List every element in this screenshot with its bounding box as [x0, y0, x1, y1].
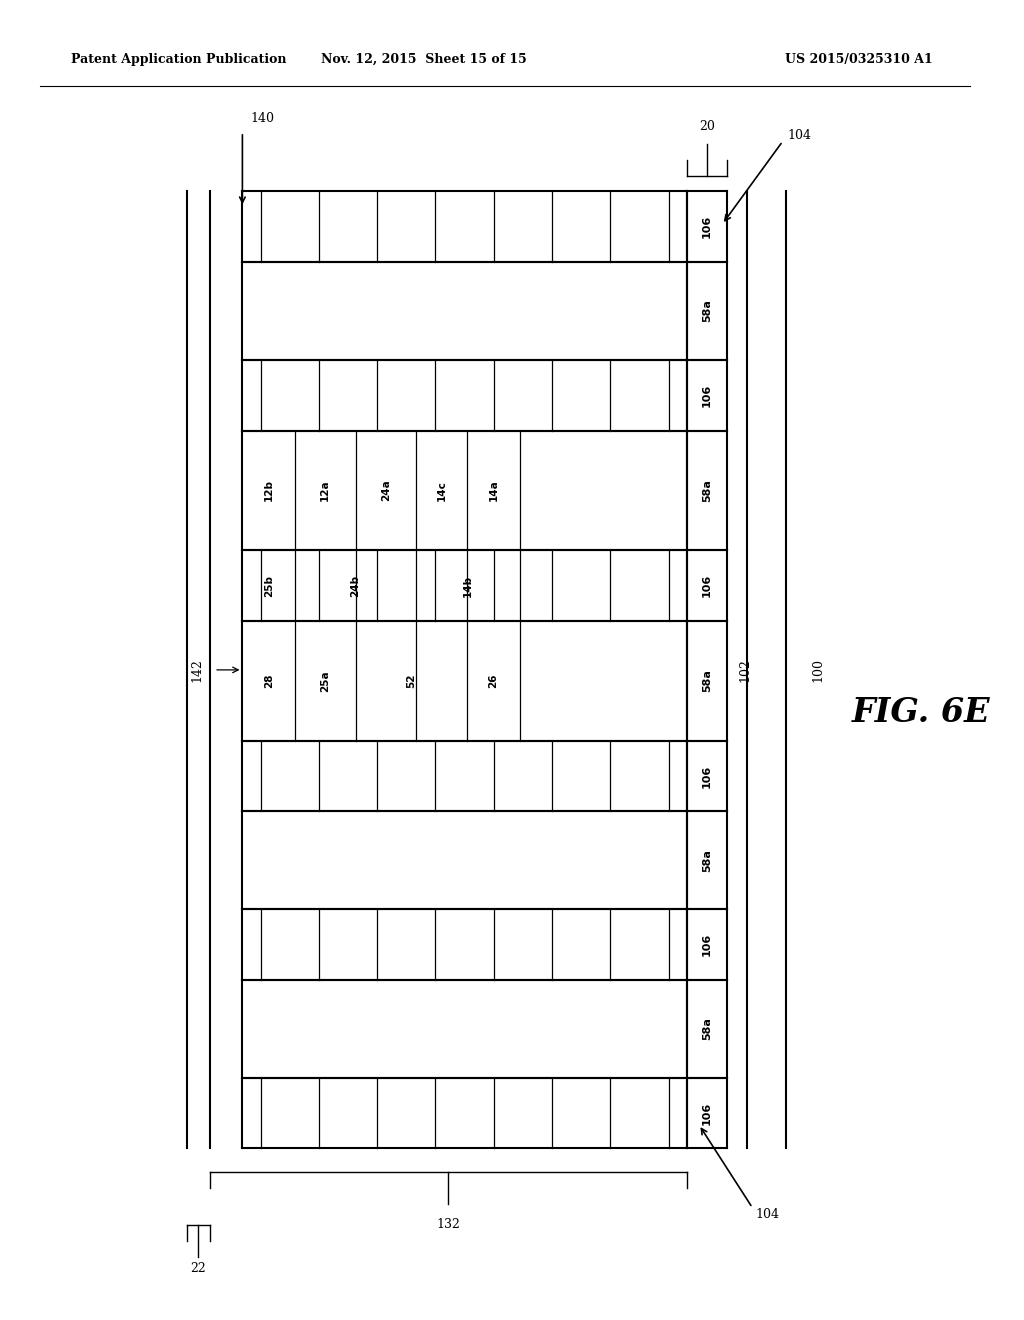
Text: 106: 106	[702, 574, 712, 597]
Text: 12a: 12a	[321, 479, 330, 502]
Text: 14c: 14c	[436, 480, 446, 500]
Text: 102: 102	[739, 657, 752, 682]
Text: 58a: 58a	[702, 1018, 712, 1040]
Text: 24b: 24b	[350, 574, 360, 597]
Text: 52: 52	[407, 673, 416, 688]
Text: 28: 28	[263, 673, 273, 688]
Text: US 2015/0325310 A1: US 2015/0325310 A1	[784, 53, 932, 66]
Text: Patent Application Publication: Patent Application Publication	[71, 53, 286, 66]
Text: 25a: 25a	[321, 671, 330, 692]
Text: 132: 132	[436, 1218, 461, 1232]
Text: 58a: 58a	[702, 479, 712, 502]
Text: 106: 106	[702, 933, 712, 956]
Text: 100: 100	[812, 657, 824, 682]
Text: 26: 26	[488, 673, 499, 688]
Text: 12b: 12b	[263, 479, 273, 502]
Text: 20: 20	[699, 120, 715, 133]
Text: 140: 140	[251, 112, 274, 125]
Text: 14b: 14b	[463, 574, 473, 597]
Text: 106: 106	[702, 215, 712, 239]
Text: FIG. 6E: FIG. 6E	[851, 697, 990, 729]
Text: 58a: 58a	[702, 669, 712, 692]
Text: 58a: 58a	[702, 300, 712, 322]
Text: 24a: 24a	[381, 479, 391, 502]
Text: 106: 106	[702, 764, 712, 788]
Text: 104: 104	[756, 1208, 779, 1221]
Text: 14a: 14a	[488, 479, 499, 502]
Text: 104: 104	[787, 129, 812, 143]
Text: 58a: 58a	[702, 849, 712, 871]
Text: 106: 106	[702, 384, 712, 407]
Text: 22: 22	[190, 1262, 206, 1275]
Text: 106: 106	[702, 1101, 712, 1125]
Text: Nov. 12, 2015  Sheet 15 of 15: Nov. 12, 2015 Sheet 15 of 15	[322, 53, 527, 66]
Text: 25b: 25b	[263, 574, 273, 597]
Text: 142: 142	[190, 657, 204, 682]
